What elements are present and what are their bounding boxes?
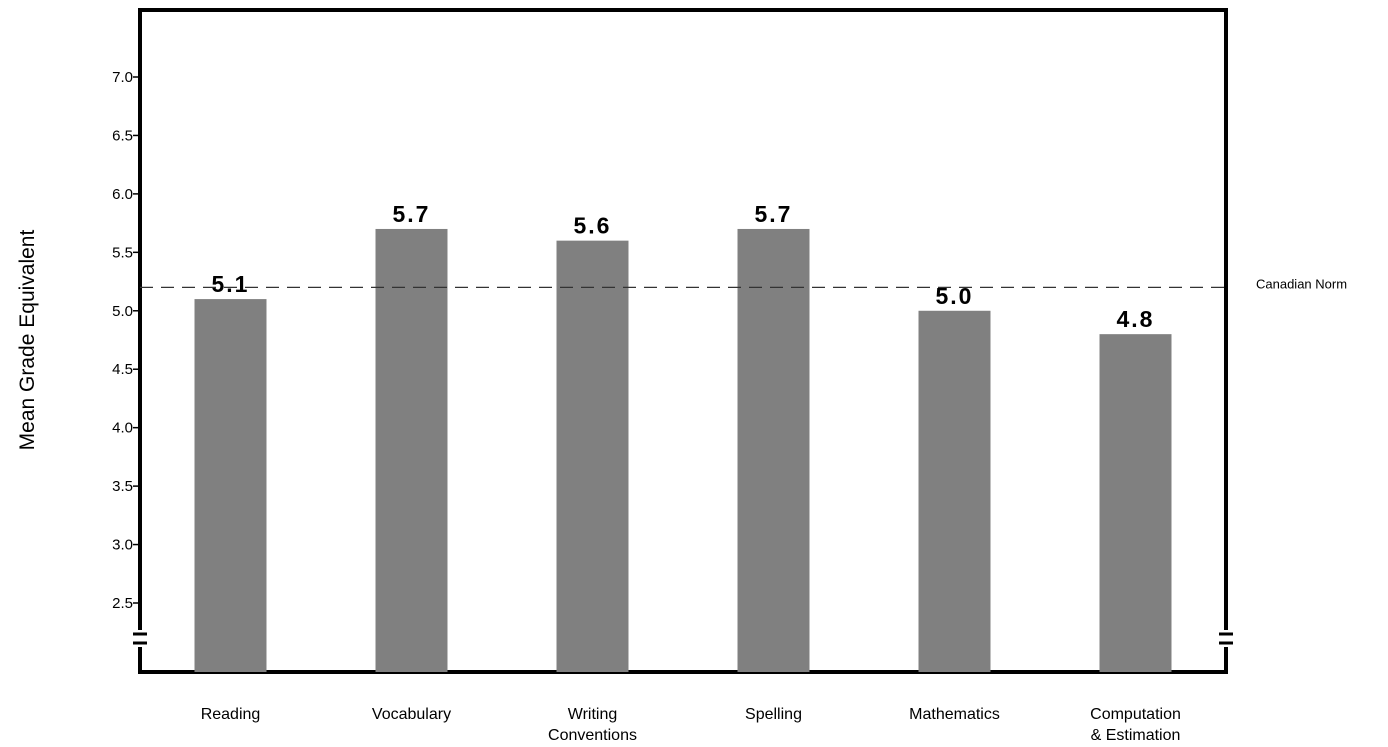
category-label: Reading: [201, 706, 261, 723]
bar-value-label: 5.7: [393, 201, 431, 227]
bar-value-label: 5.7: [755, 201, 793, 227]
bar: [737, 228, 810, 672]
bar: [194, 299, 267, 672]
y-axis-title: Mean Grade Equivalent: [16, 230, 39, 451]
plot-frame: [133, 8, 1233, 674]
category-label: Mathematics: [909, 706, 1000, 723]
bar-value-label: 4.8: [1117, 306, 1155, 332]
y-tick-label: 4.0: [112, 420, 133, 437]
y-tick-label: 2.5: [112, 595, 133, 612]
bar: [918, 310, 991, 672]
bar-value-label: 5.6: [574, 213, 612, 239]
y-tick-label: 5.0: [112, 303, 133, 320]
bar: [556, 240, 629, 672]
canadian-norm-label: Canadian Norm: [1256, 276, 1347, 291]
bar-series: 5.1 5.7 5.6 5.7 5.0 4.8: [194, 201, 1172, 672]
y-tick-label: 3.0: [112, 537, 133, 554]
reference-line-group: Canadian Norm: [140, 276, 1347, 291]
category-label: Computation & Estimation: [1090, 706, 1181, 744]
bar-value-label: 5.1: [212, 271, 250, 297]
bar-value-label: 5.0: [936, 283, 974, 309]
y-tick-label: 4.5: [112, 361, 133, 378]
category-label: Vocabulary: [372, 706, 451, 723]
y-tick-label: 6.0: [112, 186, 133, 203]
category-labels: Reading Vocabulary Writing Conventions Spell…: [201, 706, 1181, 744]
y-tick-label: 7.0: [112, 69, 133, 86]
y-tick-label: 5.5: [112, 244, 133, 261]
category-label: Writing Conventions: [548, 706, 637, 744]
category-label: Spelling: [745, 706, 802, 723]
y-tick-label: 3.5: [112, 478, 133, 495]
y-axis-ticks: 2.5 3.0 3.5 4.0 4.5 5.0 5.5 6.0 6.5 7.0: [112, 69, 140, 612]
bar: [1099, 334, 1172, 672]
y-tick-label: 6.5: [112, 127, 133, 144]
bar: [375, 228, 448, 672]
